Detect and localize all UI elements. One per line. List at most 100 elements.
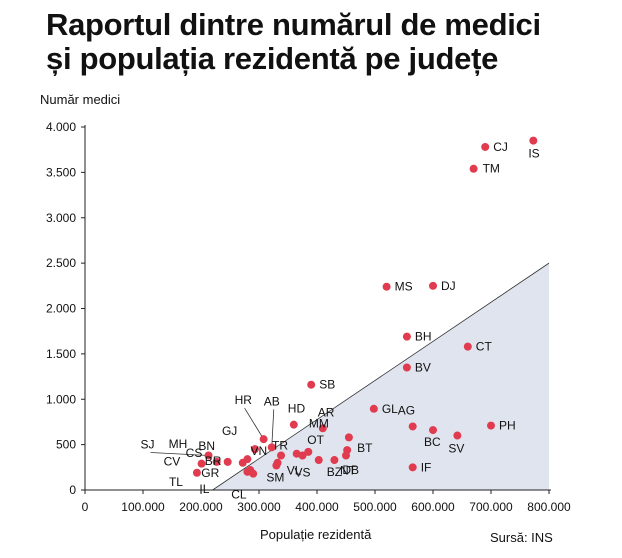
point-label-hd: HD xyxy=(288,402,306,416)
data-point-sb xyxy=(307,380,316,389)
y-tick-label: 0 xyxy=(69,483,76,497)
data-point-cv xyxy=(197,459,206,468)
point-label-dj: DJ xyxy=(441,279,456,293)
point-label-sj: SJ xyxy=(141,438,155,452)
x-tick-label: 700.000 xyxy=(469,500,513,514)
point-label-hr: HR xyxy=(235,393,253,407)
y-tick-label: 1.500 xyxy=(46,347,76,361)
x-tick-label: 600.000 xyxy=(411,500,455,514)
data-point-vl xyxy=(292,449,301,458)
point-label-sb: SB xyxy=(319,378,335,392)
point-label-vn: VN xyxy=(251,444,268,458)
data-point-mm xyxy=(344,433,353,442)
y-tick-label: 3.000 xyxy=(46,211,76,225)
point-label-bc: BC xyxy=(424,435,441,449)
leader-line-hr xyxy=(244,407,264,440)
chart-title-line-1: Raportul dintre numărul de medici xyxy=(46,7,541,42)
data-point-bh xyxy=(402,332,411,341)
x-tick-label: 100.000 xyxy=(121,500,165,514)
chart-title-line-2: și populația rezidentă pe județe xyxy=(46,41,499,76)
y-tick-label: 4.000 xyxy=(46,120,76,134)
data-point-ot xyxy=(304,447,313,456)
y-tick-label: 500 xyxy=(56,438,76,452)
source-note: Sursă: INS xyxy=(490,530,553,545)
data-point-if xyxy=(408,463,417,472)
data-point-tr xyxy=(277,451,286,460)
data-point-is xyxy=(529,136,538,145)
point-label-sv: SV xyxy=(448,442,464,456)
x-tick-label: 300.000 xyxy=(237,500,281,514)
point-label-is: IS xyxy=(528,147,539,161)
point-label-cs: CS xyxy=(186,446,203,460)
data-point-cj xyxy=(481,142,490,151)
point-label-vs: VS xyxy=(295,466,311,480)
data-point-br xyxy=(238,458,247,467)
data-point-tl xyxy=(192,468,201,477)
point-label-gl: GL xyxy=(382,402,398,416)
leader-line-sj xyxy=(150,452,209,456)
x-tick-label: 400.000 xyxy=(295,500,339,514)
data-point-cs xyxy=(223,457,232,466)
point-label-gr: GR xyxy=(201,466,219,480)
points-layer xyxy=(192,136,538,478)
data-point-hr xyxy=(259,435,268,444)
point-label-if: IF xyxy=(421,460,432,474)
axes-layer: 0 500 1.000 1.500 2.000 2.500 3.000 3.500 4.000 0… xyxy=(46,120,571,514)
point-label-ph: PH xyxy=(499,419,516,433)
x-tick-label: 500.000 xyxy=(353,500,397,514)
y-tick-label: 2.500 xyxy=(46,256,76,270)
data-point-mh xyxy=(212,457,221,466)
point-label-ot: OT xyxy=(307,433,324,447)
point-label-tm: TM xyxy=(483,162,500,176)
point-label-tl: TL xyxy=(169,475,183,489)
data-point-ph xyxy=(487,421,495,430)
data-point-ar xyxy=(318,424,327,433)
point-label-bz: BZ xyxy=(327,465,342,479)
data-point-gj xyxy=(250,445,259,454)
shaded-region-layer xyxy=(212,262,550,491)
data-point-tm xyxy=(469,164,478,173)
point-label-ct: CT xyxy=(476,340,493,354)
point-label-cj: CJ xyxy=(493,140,508,154)
point-label-bv: BV xyxy=(415,360,431,374)
y-axis-label: Număr medici xyxy=(40,92,121,107)
point-label-db: DB xyxy=(342,463,359,477)
data-point-sv xyxy=(453,431,462,440)
data-point-gl xyxy=(369,404,378,413)
point-label-cv: CV xyxy=(164,455,181,469)
point-label-vl: VL xyxy=(287,464,302,478)
point-label-bn: BN xyxy=(198,439,215,453)
leader-line-ab xyxy=(271,409,275,448)
data-point-hd xyxy=(289,420,298,429)
point-label-mh: MH xyxy=(169,437,188,451)
point-label-br: BR xyxy=(205,454,222,468)
point-label-nt: NT xyxy=(340,464,357,478)
data-point-bv xyxy=(402,363,411,372)
data-point-ms xyxy=(382,282,391,291)
point-label-bt: BT xyxy=(357,441,373,455)
point-label-cl: CL xyxy=(231,488,247,502)
data-point-ab xyxy=(267,443,276,452)
point-label-ms: MS xyxy=(395,280,413,294)
point-label-ar: AR xyxy=(318,405,335,419)
data-point-dj xyxy=(429,281,437,290)
y-tick-label: 3.500 xyxy=(46,165,76,179)
point-label-bh: BH xyxy=(415,330,432,344)
data-point-nt xyxy=(342,451,350,460)
data-point-sj xyxy=(204,451,213,460)
point-label-gj: GJ xyxy=(222,424,237,438)
data-point-ag xyxy=(408,422,417,431)
point-label-tr: TR xyxy=(272,439,288,453)
x-axis-label: Populație rezidentă xyxy=(260,527,372,542)
chart-title: Raportul dintre numărul de medici și pop… xyxy=(46,8,606,76)
x-tick-label: 0 xyxy=(82,500,89,514)
point-label-mm: MM xyxy=(309,416,329,430)
y-tick-label: 1.000 xyxy=(46,392,76,406)
data-point-ct xyxy=(463,342,472,351)
point-label-il: IL xyxy=(199,482,209,496)
point-label-sm: SM xyxy=(266,470,284,484)
data-point-db xyxy=(330,456,339,465)
x-tick-label: 800.000 xyxy=(527,500,571,514)
